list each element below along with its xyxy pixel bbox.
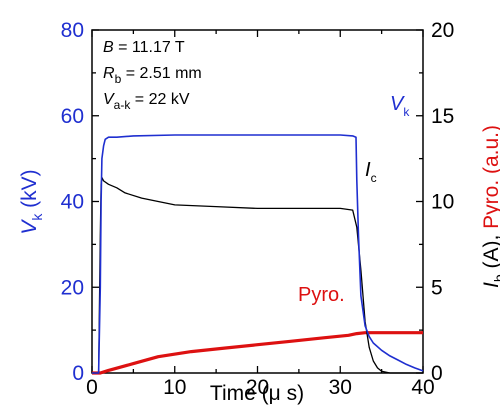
y-left-tick-label: 0	[72, 362, 84, 385]
x-axis-label: Time (μ s)	[210, 382, 304, 405]
series-label-pyro: Pyro.	[298, 284, 345, 306]
y-left-tick-label: 80	[61, 19, 84, 42]
annotation-vak: Va-k = 22 kV	[103, 91, 190, 112]
y-right-tick-label: 5	[431, 276, 443, 299]
series-line-vk	[92, 134, 424, 374]
series-label-vk: Vk	[390, 93, 410, 119]
x-tick-label: 0	[86, 376, 98, 399]
y-right-tick-label: 10	[431, 191, 454, 214]
x-tick-label: 30	[329, 376, 352, 399]
annotation-rb: Rb = 2.51 mm	[103, 65, 202, 86]
y-right-tick-label: 15	[431, 105, 454, 128]
y-axis-label-right: Ib (A), Pyro. (a.u.)	[480, 125, 500, 288]
x-tick-label: 10	[163, 376, 186, 399]
series-label-ic: Ic	[365, 159, 377, 185]
x-tick-label: 20	[246, 376, 269, 399]
series-line-pyro	[92, 331, 423, 375]
y-left-tick-label: 20	[61, 276, 84, 299]
y-left-tick-label: 60	[61, 105, 84, 128]
y-axis-label-left: Vk (kV)	[18, 169, 45, 234]
x-tick-label: 40	[411, 376, 434, 399]
y-right-tick-label: 0	[431, 362, 443, 385]
annotation-b: B = 11.17 T	[103, 39, 185, 56]
y-right-tick-label: 20	[431, 19, 454, 42]
y-left-tick-label: 40	[61, 191, 84, 214]
